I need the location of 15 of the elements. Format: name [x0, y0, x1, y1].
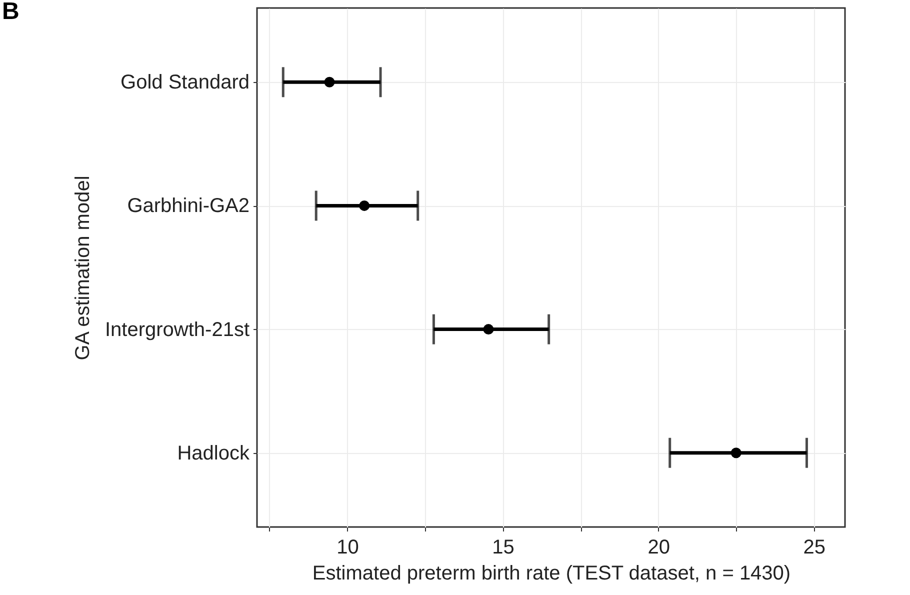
- point: [730, 448, 742, 458]
- x-tick-label: 10: [336, 536, 359, 558]
- point: [359, 200, 370, 211]
- y-tick-label: Garbhini-GA2: [127, 195, 250, 218]
- x-tick-label: 20: [648, 536, 670, 558]
- x-tick-label: 15: [492, 536, 514, 558]
- point: [324, 76, 335, 88]
- y-axis-title: GA estimation model: [72, 176, 94, 360]
- y-tick-label: Intergrowth-21st: [104, 318, 250, 341]
- point: [483, 324, 494, 335]
- y-tick-label: Hadlock: [177, 442, 250, 464]
- x-axis-title: Estimated preterm birth rate (TEST dataset, n = 1430): [312, 562, 791, 584]
- text: B: [2, 0, 20, 25]
- x-tick-label: 25: [803, 536, 826, 558]
- y-tick-label: Gold Standard: [120, 72, 250, 94]
